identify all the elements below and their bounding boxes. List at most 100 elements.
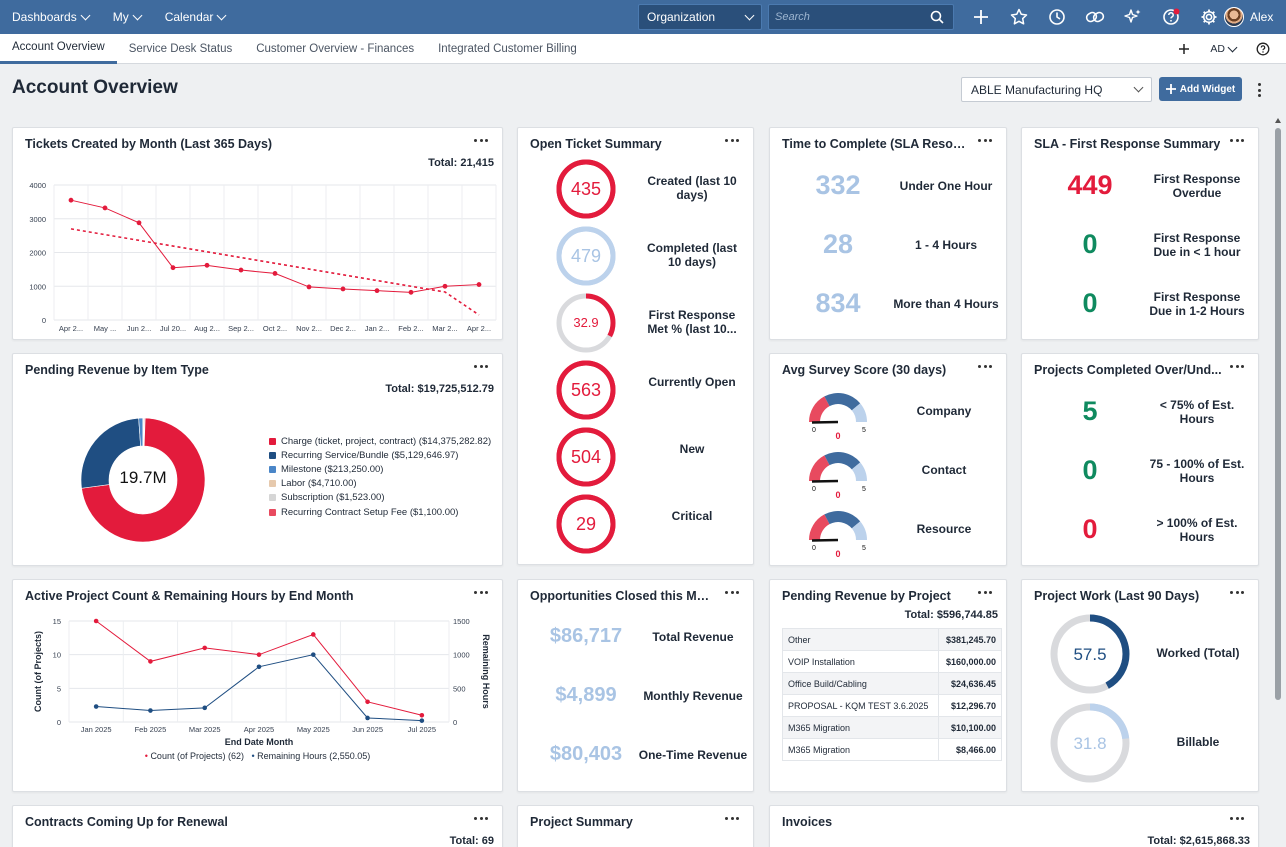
table-row[interactable]: M365 Migration $10,100.00 — [781, 716, 1002, 739]
account-select-value: ABLE Manufacturing HQ — [971, 82, 1103, 97]
tickets-line-chart: 0 1000 2000 3000 4000 Apr 2... May ... Jun 2...… — [29, 181, 497, 333]
widget-avg-survey-score: Avg Survey Score (30 days) 0 5 0 Company 0 5 0… — [769, 353, 1007, 566]
link-icon[interactable] — [1076, 0, 1114, 34]
plus-icon — [1165, 84, 1176, 94]
y-tick-label: 3000 — [29, 215, 46, 224]
widget-menu-button[interactable] — [1230, 139, 1244, 145]
help-button[interactable] — [1250, 34, 1276, 64]
organization-select[interactable]: Organization — [638, 4, 762, 30]
star-icon[interactable] — [1000, 0, 1038, 34]
widget-menu-button[interactable] — [1230, 817, 1244, 823]
widget-menu-button[interactable] — [978, 139, 992, 145]
revenue-table: Other $381,245.70 VOIP Installation $160,00… — [781, 628, 1002, 761]
gauge-band-high — [851, 462, 867, 481]
widget-menu-button[interactable] — [978, 591, 992, 597]
search-input[interactable] — [775, 11, 930, 23]
nav-my[interactable]: My — [101, 0, 153, 34]
ring-fill — [556, 226, 616, 286]
data-point — [102, 205, 108, 211]
metric-label: Under One Hour — [899, 179, 993, 193]
ticket-ring: 479 — [555, 225, 617, 287]
tab-integrated-customer-billing[interactable]: Integrated Customer Billing — [438, 42, 577, 55]
table-row[interactable]: M365 Migration $8,466.00 — [781, 738, 1002, 761]
y-tick-label: 1000 — [29, 282, 46, 291]
legend-label: Recurring Contract Setup Fee ($1,100.00) — [281, 506, 459, 518]
widget-menu-button[interactable] — [1230, 365, 1244, 371]
data-point — [365, 699, 370, 705]
data-point — [476, 282, 482, 287]
legend-label: Recurring Service/Bundle ($5,129,646.97) — [281, 449, 459, 461]
table-row[interactable]: PROPOSAL - KQM TEST 3.6.2025 $12,296.70 — [781, 694, 1002, 717]
ring-chart: 563 — [556, 360, 616, 420]
widget-menu-button[interactable] — [474, 817, 488, 823]
table-row[interactable]: VOIP Installation $160,000.00 — [781, 650, 1002, 673]
metric-value: 28 — [822, 229, 854, 259]
widget-total: Total: 69 — [449, 835, 494, 847]
tab-actions: AD — [1172, 34, 1286, 64]
ring-chart: 435 — [556, 159, 616, 219]
y2-tick-label: 500 — [453, 684, 466, 693]
widget-menu-button[interactable] — [725, 817, 739, 823]
sparkle-icon[interactable] — [1114, 0, 1152, 34]
plus-icon — [1179, 44, 1190, 54]
tab-customer-overview-finances[interactable]: Customer Overview - Finances — [256, 42, 415, 55]
widget-menu-button[interactable] — [474, 139, 488, 145]
tab-service-desk-status[interactable]: Service Desk Status — [128, 42, 233, 55]
clock-icon[interactable] — [1038, 0, 1076, 34]
x-tick-label: Sep 2... — [228, 324, 254, 333]
widget-menu-button[interactable] — [474, 591, 488, 597]
widget-menu-button[interactable] — [1230, 591, 1244, 597]
metric-label: First Response Due in < 1 hour — [1153, 231, 1241, 259]
data-point — [442, 283, 448, 289]
x-tick-label: Jan 2... — [365, 324, 390, 333]
table-row[interactable]: Other $381,245.70 — [781, 628, 1002, 651]
metric-label: Total Revenue — [652, 630, 734, 644]
y-tick-label: 15 — [53, 617, 61, 626]
gauge-max-label: 5 — [862, 545, 866, 552]
nav-dashboards[interactable]: Dashboards — [0, 0, 101, 34]
widget-total: Total: $2,615,868.33 — [1147, 835, 1250, 847]
widget-title: Projects Completed Over/Und... — [1034, 363, 1222, 377]
gauge-min-label: 0 — [812, 545, 816, 552]
widget-menu-button[interactable] — [474, 365, 488, 371]
metric-label: 75 - 100% of Est. Hours — [1149, 457, 1245, 485]
metric-value: $86,717 — [549, 625, 623, 647]
widget-menu-button[interactable] — [725, 139, 739, 145]
project-name: Other — [781, 628, 940, 651]
search-icon[interactable] — [930, 10, 944, 24]
legend-item: Charge (ticket, project, contract) ($14,… — [269, 434, 491, 448]
ring-chart: 479 — [556, 226, 616, 286]
gauge-band-mid — [824, 393, 861, 411]
add-tab-button[interactable] — [1172, 34, 1196, 64]
widget-project-work: Project Work (Last 90 Days) 57.5 Worked (… — [1021, 579, 1259, 792]
add-widget-button[interactable]: Add Widget — [1159, 77, 1242, 101]
data-point — [136, 220, 142, 226]
gear-icon[interactable] — [1190, 0, 1228, 34]
x-tick-label: Mar 2... — [432, 324, 457, 333]
legend-marker: • — [144, 751, 148, 761]
scrollbar[interactable] — [1273, 116, 1283, 847]
data-point — [374, 288, 380, 294]
account-select[interactable]: ABLE Manufacturing HQ — [961, 77, 1152, 102]
metric-label: Created (last 10 days) — [647, 174, 737, 202]
gauge-band-mid — [824, 452, 861, 470]
nav-calendar[interactable]: Calendar — [153, 0, 238, 34]
user-menu[interactable]: Alex — [1224, 0, 1273, 34]
help-icon[interactable] — [1152, 0, 1190, 34]
ring-chart: 57.5 — [1050, 614, 1130, 694]
metric-label: Worked (Total) — [1156, 646, 1240, 660]
legend-swatch — [269, 480, 276, 488]
page-menu-button[interactable] — [1253, 80, 1265, 100]
user-initials-menu[interactable]: AD — [1204, 34, 1242, 64]
project-name: PROPOSAL - KQM TEST 3.6.2025 — [781, 694, 940, 717]
gauge-max-label: 5 — [862, 427, 866, 434]
table-row[interactable]: Office Build/Cabling $24,636.45 — [781, 672, 1002, 695]
gauge-band-low — [809, 455, 830, 481]
widget-project-summary: Project Summary — [517, 805, 754, 847]
tab-account-overview[interactable]: Account Overview — [0, 34, 117, 64]
plus-icon[interactable] — [962, 0, 1000, 34]
gauge-label: Resource — [916, 522, 972, 536]
tab-bar: Account Overview Service Desk Status Cus… — [0, 34, 1286, 64]
widget-menu-button[interactable] — [725, 591, 739, 597]
widget-menu-button[interactable] — [978, 365, 992, 371]
